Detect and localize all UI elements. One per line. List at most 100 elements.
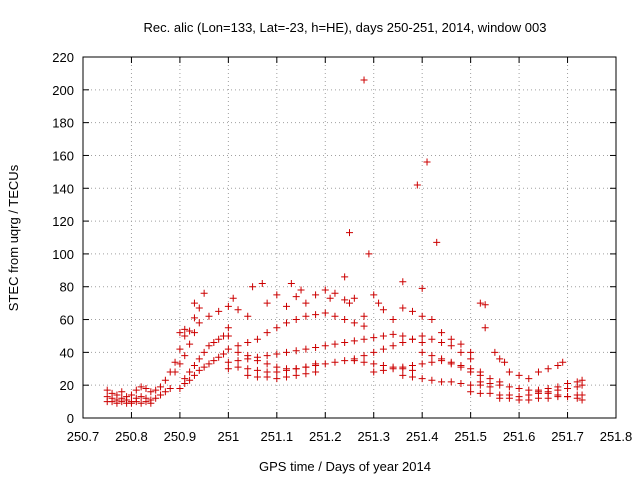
y-tick-label: 160	[52, 148, 74, 163]
y-tick-label: 40	[60, 345, 74, 360]
data-point	[370, 368, 378, 376]
y-tick-label: 200	[52, 83, 74, 98]
data-point	[312, 360, 320, 368]
data-point	[132, 398, 140, 406]
data-point	[273, 375, 281, 383]
data-point	[273, 363, 281, 371]
data-point	[292, 293, 300, 301]
data-point	[283, 365, 291, 373]
data-point	[244, 371, 252, 379]
data-point	[467, 368, 475, 376]
data-point	[190, 371, 198, 379]
data-point	[244, 312, 252, 320]
data-point	[360, 322, 368, 330]
data-point	[467, 388, 475, 396]
data-point	[370, 334, 378, 342]
data-point	[205, 342, 213, 350]
data-point	[103, 386, 111, 394]
y-tick-label: 80	[60, 280, 74, 295]
data-point	[525, 396, 533, 404]
data-points	[103, 76, 586, 407]
data-point	[147, 388, 155, 396]
data-point	[496, 381, 504, 389]
data-point	[302, 363, 310, 371]
data-point	[186, 340, 194, 348]
data-point	[215, 353, 223, 361]
data-point	[224, 324, 232, 332]
data-point	[331, 289, 339, 297]
data-point	[365, 250, 373, 258]
data-point	[418, 360, 426, 368]
data-point	[578, 376, 586, 384]
data-point	[486, 380, 494, 388]
data-point	[292, 316, 300, 324]
data-point	[341, 296, 349, 304]
data-point	[331, 340, 339, 348]
x-axis-label: GPS time / Days of year 2014	[259, 459, 431, 474]
x-tick-label: 250.9	[164, 429, 197, 444]
data-point	[399, 371, 407, 379]
data-point	[263, 360, 271, 368]
data-point	[408, 307, 416, 315]
data-point	[418, 348, 426, 356]
data-point	[181, 380, 189, 388]
data-point	[302, 312, 310, 320]
data-point	[515, 396, 523, 404]
data-point	[467, 355, 475, 363]
data-point	[263, 299, 271, 307]
data-point	[176, 384, 184, 392]
data-point	[525, 375, 533, 383]
data-point	[312, 311, 320, 319]
data-point	[200, 289, 208, 297]
data-point	[360, 358, 368, 366]
data-point	[534, 394, 542, 402]
x-tick-label: 251	[218, 429, 240, 444]
data-point	[302, 345, 310, 353]
data-point	[283, 319, 291, 327]
data-point	[379, 345, 387, 353]
data-point	[554, 391, 562, 399]
data-point	[190, 314, 198, 322]
data-point	[181, 325, 189, 333]
data-point	[157, 383, 165, 391]
data-point	[476, 389, 484, 397]
data-point	[438, 355, 446, 363]
data-point	[534, 388, 542, 396]
data-point	[564, 393, 572, 401]
data-point	[152, 386, 160, 394]
data-point	[244, 352, 252, 360]
data-point	[379, 366, 387, 374]
data-point	[215, 335, 223, 343]
data-point	[370, 348, 378, 356]
y-tick-label: 20	[60, 378, 74, 393]
data-point	[515, 371, 523, 379]
data-point	[418, 312, 426, 320]
data-point	[447, 360, 455, 368]
data-point	[389, 316, 397, 324]
data-point	[360, 335, 368, 343]
data-point	[350, 337, 358, 345]
data-point	[457, 348, 465, 356]
data-point	[447, 335, 455, 343]
data-point	[127, 399, 135, 407]
data-point	[573, 394, 581, 402]
data-point	[350, 355, 358, 363]
x-tick-label: 251.7	[551, 429, 584, 444]
data-point	[263, 373, 271, 381]
data-point	[370, 360, 378, 368]
data-point	[137, 393, 145, 401]
data-point	[258, 279, 266, 287]
x-tick-label: 251.2	[309, 429, 342, 444]
data-point	[249, 283, 257, 291]
data-point	[118, 388, 126, 396]
data-point	[176, 345, 184, 353]
data-point	[186, 368, 194, 376]
data-point	[423, 158, 431, 166]
data-point	[205, 360, 213, 368]
data-point	[544, 365, 552, 373]
data-point	[360, 352, 368, 360]
data-point	[418, 339, 426, 347]
x-tick-label: 251.5	[454, 429, 487, 444]
data-point	[161, 376, 169, 384]
